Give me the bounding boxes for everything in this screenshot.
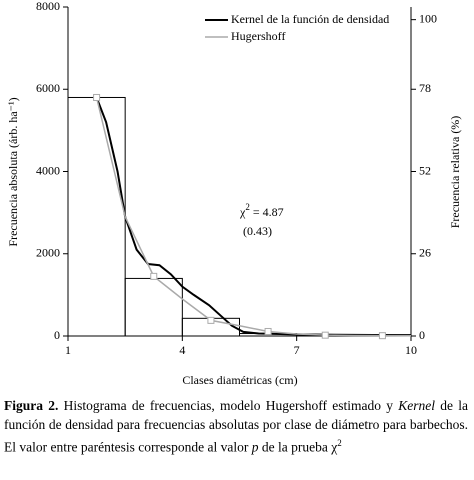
series-marker (378, 332, 386, 340)
caption-label: Figura 2. (4, 398, 59, 413)
caption: Figura 2. Histograma de frecuencias, mod… (4, 396, 468, 457)
x-tick-label: 1 (65, 343, 71, 357)
annotation-note: (0.43) (243, 224, 272, 238)
series-line (95, 97, 412, 337)
y2-tick-label: 26 (419, 246, 431, 260)
series-marker (93, 93, 101, 101)
y-axis-label: Frecuencia absoluta (árb. ha⁻¹) (6, 97, 20, 246)
x-axis-label: Clases diamétricas (cm) (182, 373, 297, 387)
caption-sup: 2 (337, 438, 342, 448)
y-tick-label: 2000 (36, 246, 60, 260)
y-tick-label: 4000 (36, 163, 60, 177)
series-marker (150, 272, 158, 280)
legend-label: Hugershoff (231, 29, 285, 43)
x-tick-label: 7 (294, 343, 300, 357)
annotation-power: 2 (245, 202, 250, 212)
series-marker (264, 327, 272, 335)
y2-axis-label: Frecuencia relativa (%) (448, 116, 462, 229)
histogram-bar (124, 277, 183, 337)
caption-italic: Kernel (398, 398, 435, 413)
x-tick-label: 4 (179, 343, 185, 357)
chart: Clases diamétricas (cm) Frecuencia absol… (6, 0, 462, 387)
y-tick-label: 0 (54, 328, 60, 342)
x-tick-label: 10 (405, 343, 417, 357)
histogram-bar (67, 96, 126, 337)
series-marker (321, 331, 329, 339)
caption-text: Histograma de frecuencias, modelo Hugers… (58, 398, 399, 413)
series-marker (207, 316, 215, 324)
caption-text: de la función de densidad para frecuenci… (4, 398, 469, 455)
legend-label: Kernel de la función de densidad (231, 12, 389, 26)
y-tick-label: 8000 (36, 0, 60, 13)
y2-tick-label: 78 (419, 81, 431, 95)
y2-tick-label: 100 (419, 11, 437, 25)
caption-italic: p (251, 439, 259, 455)
annotation-symbol: χ (239, 205, 246, 219)
caption-text: de la prueba χ (258, 439, 338, 455)
annotation: χ2 = 4.87 (239, 202, 284, 219)
annotation-text: = 4.87 (250, 205, 284, 219)
y2-tick-label: 0 (419, 328, 425, 342)
y2-tick-label: 52 (419, 163, 431, 177)
y-tick-label: 6000 (36, 81, 60, 95)
